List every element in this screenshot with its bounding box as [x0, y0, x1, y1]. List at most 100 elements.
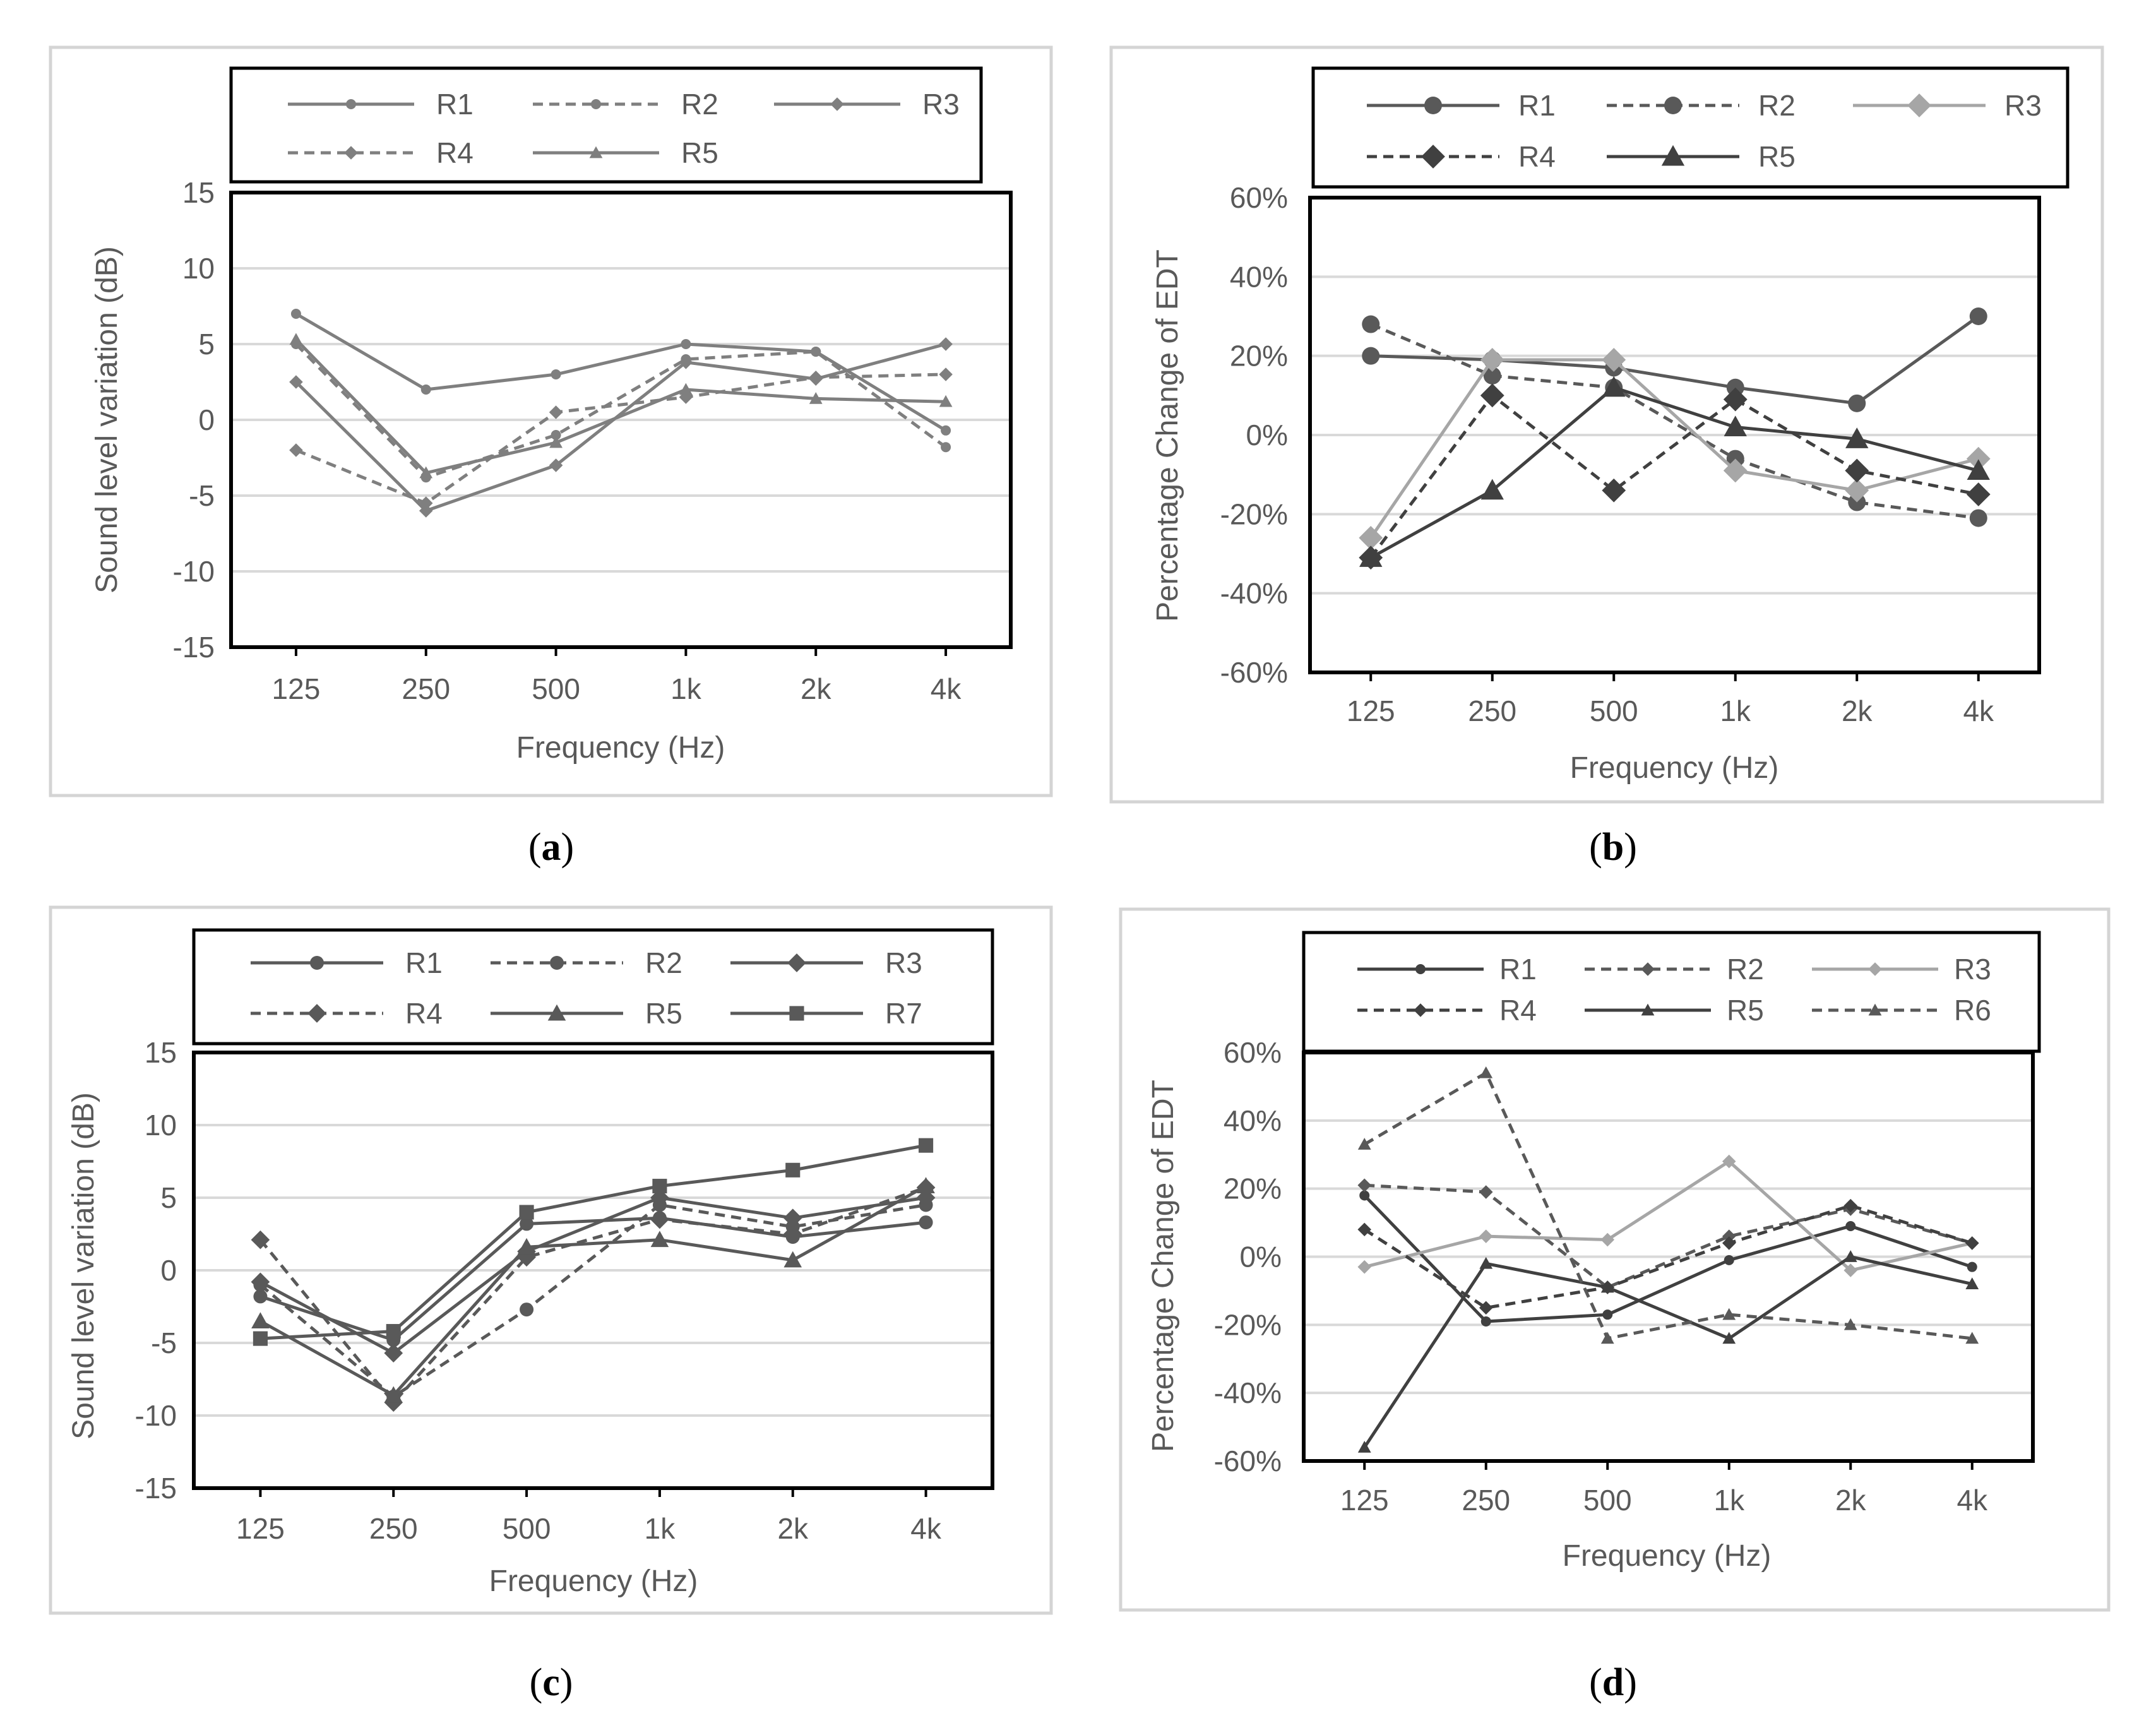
y-tick-label-b-4: 20%: [1230, 340, 1288, 373]
point-a-R4-0: [289, 443, 303, 457]
legend-item-b-R2: R2: [1607, 89, 1796, 122]
x-tick-label-c-2: 500: [503, 1512, 551, 1545]
y-ticks-d: -60% -40% -20% 0% 20% 40% 60%: [1214, 1036, 1282, 1477]
point-d-R5-3: [1722, 1332, 1736, 1344]
point-a-R5-4: [809, 392, 823, 404]
point-d-R6-1: [1479, 1066, 1493, 1078]
series-d-R6: [1357, 1066, 1979, 1344]
point-d-R4-1: [1479, 1301, 1493, 1315]
legend-item-b-R4: R4: [1367, 140, 1556, 173]
point-b-R4-3: [1723, 387, 1748, 412]
y-tick-label-c-5: 10: [145, 1109, 177, 1142]
point-c-R5-1: [384, 1386, 403, 1403]
x-tick-label-b-3: 1k: [1720, 695, 1751, 727]
x-tick-label-b-1: 250: [1468, 695, 1516, 727]
point-a-R3-1: [419, 504, 433, 518]
legend-label-d-R4: R4: [1499, 994, 1537, 1027]
point-a-R2-5: [941, 442, 951, 453]
point-c-R1-5: [919, 1215, 933, 1230]
point-c-R4-0: [251, 1230, 270, 1249]
series-d-R1: [1359, 1190, 1977, 1327]
point-c-R4-4: [783, 1224, 802, 1244]
series-d: [1357, 1066, 1979, 1453]
y-tick-label-a-2: -5: [189, 479, 215, 512]
point-d-R5-5: [1965, 1277, 1979, 1289]
series-d-R5: [1357, 1250, 1979, 1453]
y-tick-label-d-1: -40%: [1214, 1376, 1282, 1409]
point-b-R3-3: [1723, 458, 1748, 483]
y-tick-label-d-4: 20%: [1224, 1172, 1282, 1205]
x-tick-label-d-1: 250: [1462, 1484, 1510, 1517]
legend-label-a-R5: R5: [681, 136, 718, 169]
point-a-R2-4: [811, 347, 821, 357]
x-tick-label-d-0: 125: [1340, 1484, 1389, 1517]
legend-marker-c-R5: [547, 1004, 566, 1021]
y-tick-label-a-3: 0: [198, 403, 215, 436]
point-a-R4-5: [939, 367, 953, 381]
legend-marker-a-R2: [591, 99, 601, 109]
y-tick-label-d-3: 0%: [1240, 1241, 1282, 1273]
x-ticks-d: 125 250 500 1k 2k 4k: [1340, 1461, 1988, 1517]
legend-item-d-R3: R3: [1812, 953, 1991, 986]
series-a-R1: [290, 309, 951, 436]
series-line-d-R5: [1363, 1255, 1973, 1448]
point-d-R5-2: [1600, 1280, 1614, 1293]
y-tick-label-b-6: 60%: [1230, 181, 1288, 214]
plot-area-b: [1308, 196, 2041, 674]
point-c-R7-2: [519, 1205, 534, 1220]
x-tick-label-b-0: 125: [1347, 695, 1395, 727]
y-tick-label-a-6: 15: [182, 176, 215, 209]
panel-c: R1 R2 R3 R4 R5 R7 -15 -10 -5 0 5 10 15 125 250 500 1k 2…: [49, 905, 1053, 1704]
legend-item-c-R2: R2: [491, 946, 682, 979]
point-d-R6-3: [1722, 1308, 1736, 1320]
point-b-R2-0: [1362, 315, 1380, 333]
x-tick-label-c-0: 125: [236, 1512, 285, 1545]
point-d-R1-4: [1845, 1220, 1856, 1231]
series-line-b-R5: [1370, 386, 1979, 559]
point-a-R4-1: [419, 496, 433, 510]
x-tick-label-d-3: 1k: [1713, 1484, 1745, 1517]
legend-item-d-R2: R2: [1585, 953, 1764, 986]
legend-marker-c-R3: [787, 953, 806, 972]
series-line-c-R7: [260, 1143, 927, 1340]
series-line-d-R3: [1364, 1160, 1973, 1272]
point-d-R6-5: [1965, 1332, 1979, 1344]
point-d-R1-5: [1967, 1261, 1977, 1272]
point-d-R5-4: [1843, 1250, 1857, 1262]
point-d-R4-0: [1357, 1222, 1372, 1237]
x-axis-title-b: Frequency (Hz): [1570, 751, 1779, 785]
legend-label-c-R5: R5: [645, 997, 682, 1030]
point-b-R5-2: [1602, 376, 1626, 397]
point-c-R5-3: [650, 1231, 669, 1248]
legend-marker-b-R2: [1664, 97, 1682, 114]
point-a-R5-0: [289, 333, 303, 345]
point-b-R5-5: [1967, 459, 1990, 480]
series-b: [1359, 307, 1991, 570]
panel-label-a-letter: a: [542, 826, 561, 869]
point-d-R4-3: [1722, 1236, 1736, 1250]
x-axis-title-c: Frequency (Hz): [489, 1565, 698, 1598]
point-a-R3-3: [679, 355, 693, 369]
y-tick-label-c-4: 5: [160, 1181, 177, 1214]
legend-d: [1302, 931, 2041, 1053]
point-c-R7-5: [919, 1138, 934, 1153]
series-c-R7: [253, 1138, 934, 1346]
point-d-R3-2: [1600, 1232, 1615, 1247]
x-tick-label-a-4: 2k: [801, 672, 832, 705]
point-d-R6-4: [1843, 1318, 1857, 1330]
legend-item-a-R5: R5: [533, 136, 718, 169]
y-tick-label-d-0: -60%: [1214, 1445, 1282, 1477]
legend-marker-a-R5: [589, 146, 603, 158]
point-d-R5-1: [1479, 1256, 1493, 1269]
legend-marker-a-R4: [344, 146, 358, 160]
x-tick-label-b-5: 4k: [1963, 695, 1994, 727]
panel-label-a: (a): [528, 826, 574, 869]
legend-label-c-R3: R3: [885, 946, 922, 979]
point-c-R7-3: [652, 1179, 667, 1194]
point-c-R5-0: [251, 1312, 270, 1328]
point-a-R1-0: [290, 309, 301, 319]
panel-label-b: (b): [1589, 826, 1637, 869]
point-d-R1-3: [1724, 1255, 1734, 1265]
point-c-R5-4: [783, 1251, 802, 1268]
x-tick-label-c-1: 250: [369, 1512, 418, 1545]
